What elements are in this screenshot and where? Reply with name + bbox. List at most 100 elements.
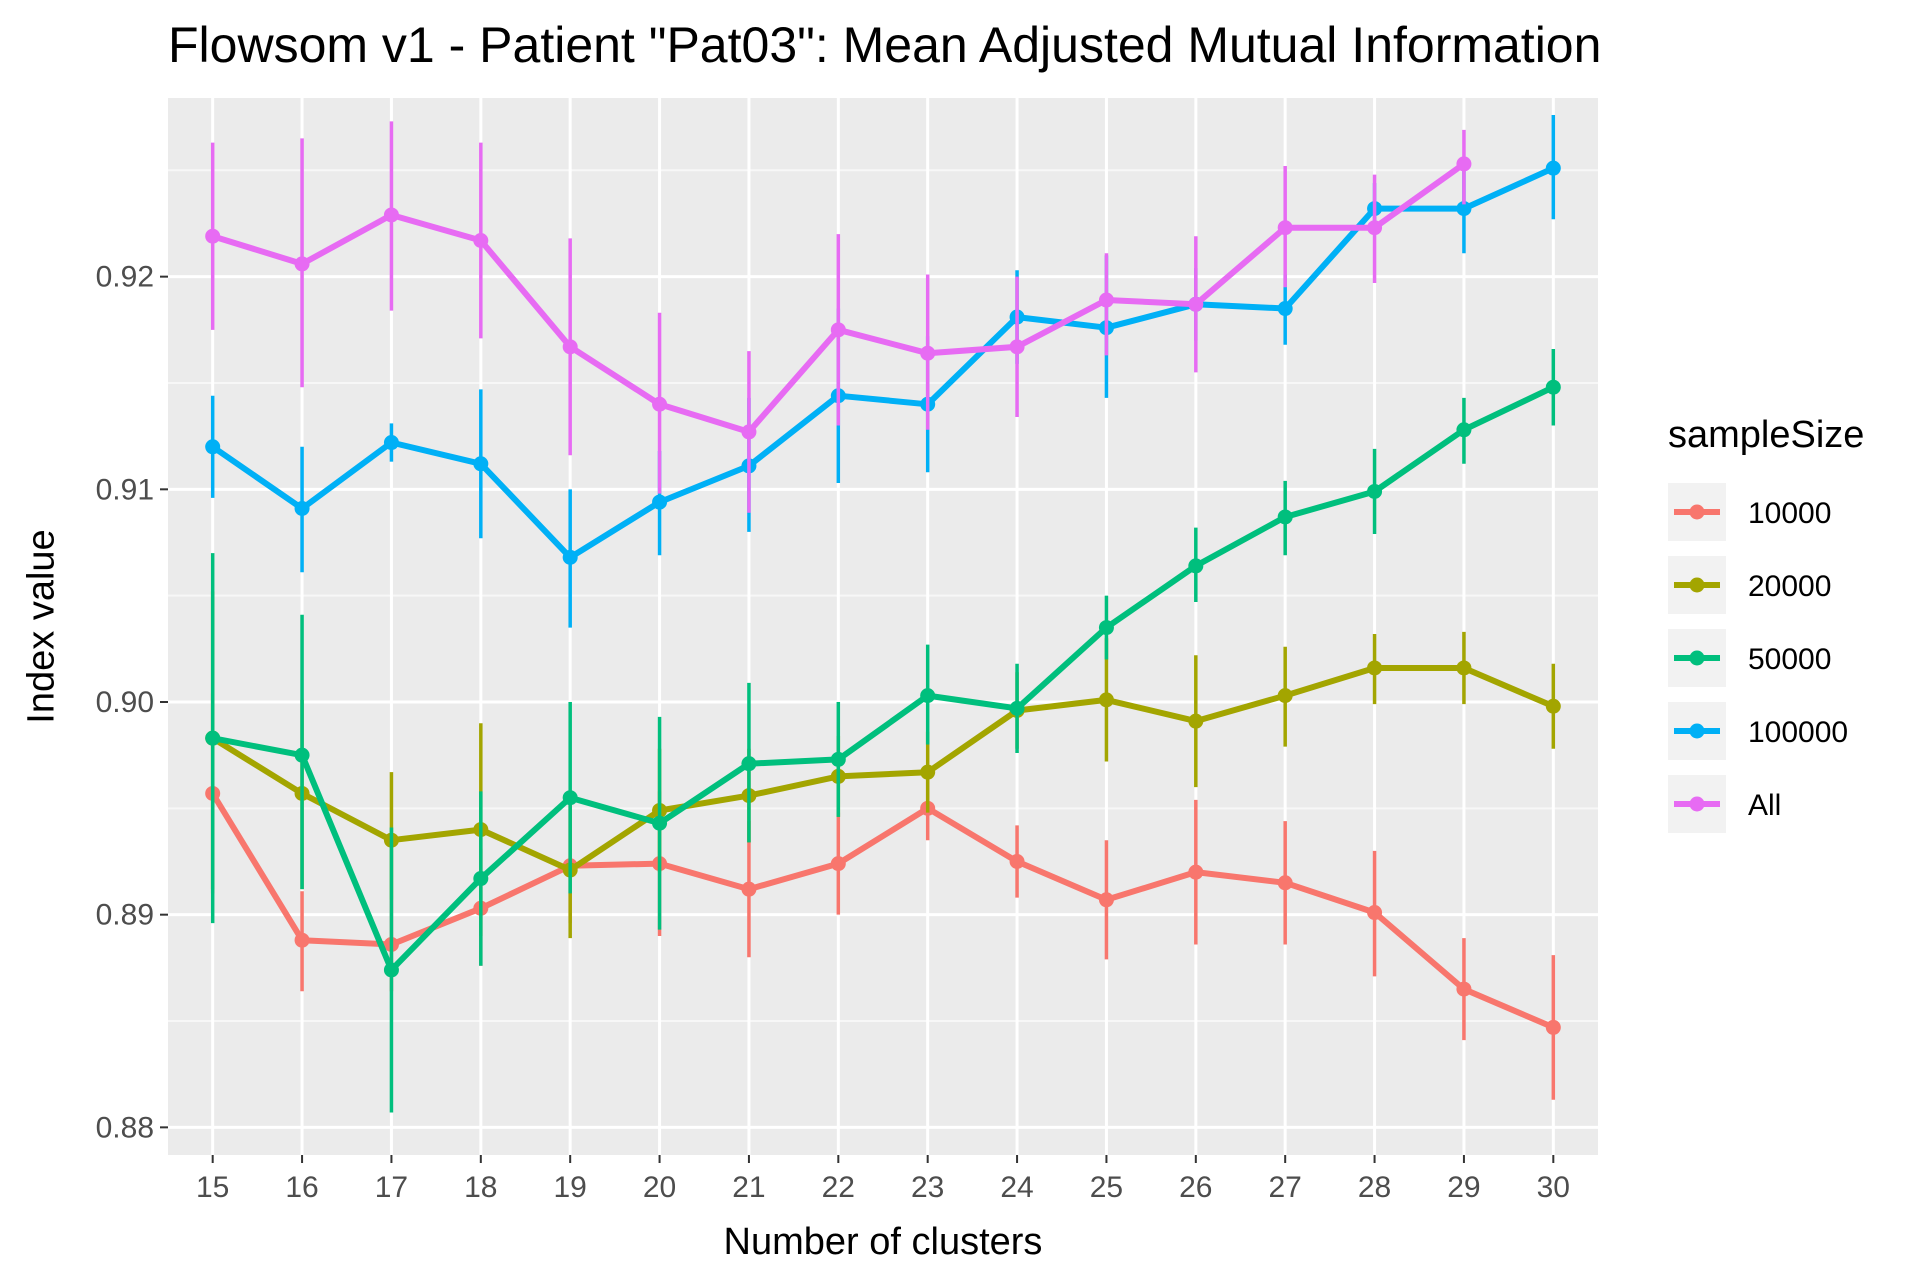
data-point (1009, 854, 1025, 870)
data-point (1188, 558, 1204, 574)
data-point (1098, 292, 1114, 308)
x-tick-label: 21 (732, 1171, 765, 1204)
data-point (652, 815, 668, 831)
data-point (294, 747, 310, 763)
data-point (205, 730, 221, 746)
data-point (562, 549, 578, 565)
data-point (383, 207, 399, 223)
x-axis-title: Number of clusters (724, 1221, 1043, 1263)
legend-label: 50000 (1748, 643, 1831, 676)
data-point (1545, 698, 1561, 714)
series-line (209, 384, 1557, 973)
legend-item-20000: 20000 (1668, 556, 1831, 614)
data-point (1456, 201, 1472, 217)
legend-label: 100000 (1748, 716, 1848, 749)
x-tick-label: 16 (285, 1171, 318, 1204)
data-point (1188, 864, 1204, 880)
data-point (830, 322, 846, 338)
data-point (652, 396, 668, 412)
data-point (1367, 220, 1383, 236)
x-axis: 15 16 17 18 19 20 21 22 23 24 25 26 27 28 29 30 (196, 1155, 1570, 1204)
data-point (1098, 692, 1114, 708)
series-50000 (205, 348, 1561, 1113)
legend-key-point (1689, 650, 1705, 666)
legend-title: sampleSize (1668, 414, 1864, 456)
data-point (1277, 875, 1293, 891)
series-line (209, 165, 1557, 561)
data-point (920, 764, 936, 780)
legend: sampleSize 10000 20000 50000 100000 All (1668, 414, 1864, 833)
data-point (562, 339, 578, 355)
legend-item-100000: 100000 (1668, 702, 1848, 760)
data-point (1098, 892, 1114, 908)
data-point (830, 751, 846, 767)
series-All (205, 121, 1472, 513)
x-tick-label: 28 (1358, 1171, 1391, 1204)
data-point (383, 962, 399, 978)
chart-title: Flowsom v1 - Patient "Pat03": Mean Adjus… (168, 17, 1601, 73)
data-point (1277, 220, 1293, 236)
series-layer (205, 115, 1561, 1113)
data-point (1545, 379, 1561, 395)
legend-key-point (1689, 796, 1705, 812)
data-point (562, 790, 578, 806)
data-point (383, 435, 399, 451)
legend-item-10000: 10000 (1668, 483, 1831, 541)
data-point (1456, 660, 1472, 676)
legend-key-point (1689, 577, 1705, 593)
data-point (741, 881, 757, 897)
data-point (294, 256, 310, 272)
data-point (294, 500, 310, 516)
y-axis-title: Index value (20, 529, 62, 723)
data-point (1277, 509, 1293, 525)
data-point (1277, 301, 1293, 317)
x-tick-label: 15 (196, 1171, 229, 1204)
data-point (920, 688, 936, 704)
data-point (920, 345, 936, 361)
data-point (1456, 156, 1472, 172)
data-point (473, 456, 489, 472)
data-point (1545, 160, 1561, 176)
data-point (1367, 660, 1383, 676)
x-tick-label: 20 (643, 1171, 676, 1204)
x-tick-label: 22 (822, 1171, 855, 1204)
data-point (294, 932, 310, 948)
y-tick-label: 0.91 (96, 473, 154, 506)
data-point (1367, 483, 1383, 499)
data-point (1009, 700, 1025, 716)
x-tick-label: 23 (911, 1171, 944, 1204)
x-tick-label: 30 (1537, 1171, 1570, 1204)
x-tick-label: 18 (464, 1171, 497, 1204)
y-tick-label: 0.90 (96, 686, 154, 719)
data-point (1456, 422, 1472, 438)
y-tick-label: 0.88 (96, 1111, 154, 1144)
series-line (209, 665, 1557, 873)
data-point (741, 756, 757, 772)
data-point (1098, 620, 1114, 636)
data-point (830, 856, 846, 872)
legend-label: 10000 (1748, 497, 1831, 530)
x-tick-label: 19 (554, 1171, 587, 1204)
grid-minor (168, 169, 1598, 1023)
data-point (741, 424, 757, 440)
data-point (1545, 1019, 1561, 1035)
y-axis: 0.88 0.89 0.90 0.91 0.92 (96, 261, 168, 1144)
x-tick-label: 27 (1269, 1171, 1302, 1204)
data-point (1188, 296, 1204, 312)
x-tick-label: 25 (1090, 1171, 1123, 1204)
data-point (205, 439, 221, 455)
y-tick-label: 0.89 (96, 899, 154, 932)
data-point (473, 871, 489, 887)
data-point (1277, 688, 1293, 704)
legend-label: All (1748, 789, 1781, 822)
x-tick-label: 29 (1447, 1171, 1480, 1204)
data-point (1367, 905, 1383, 921)
legend-key-point (1689, 504, 1705, 520)
legend-item-All: All (1668, 775, 1781, 833)
y-tick-label: 0.92 (96, 261, 154, 294)
data-point (205, 228, 221, 244)
x-tick-label: 17 (375, 1171, 408, 1204)
legend-label: 20000 (1748, 570, 1831, 603)
x-tick-label: 26 (1179, 1171, 1212, 1204)
